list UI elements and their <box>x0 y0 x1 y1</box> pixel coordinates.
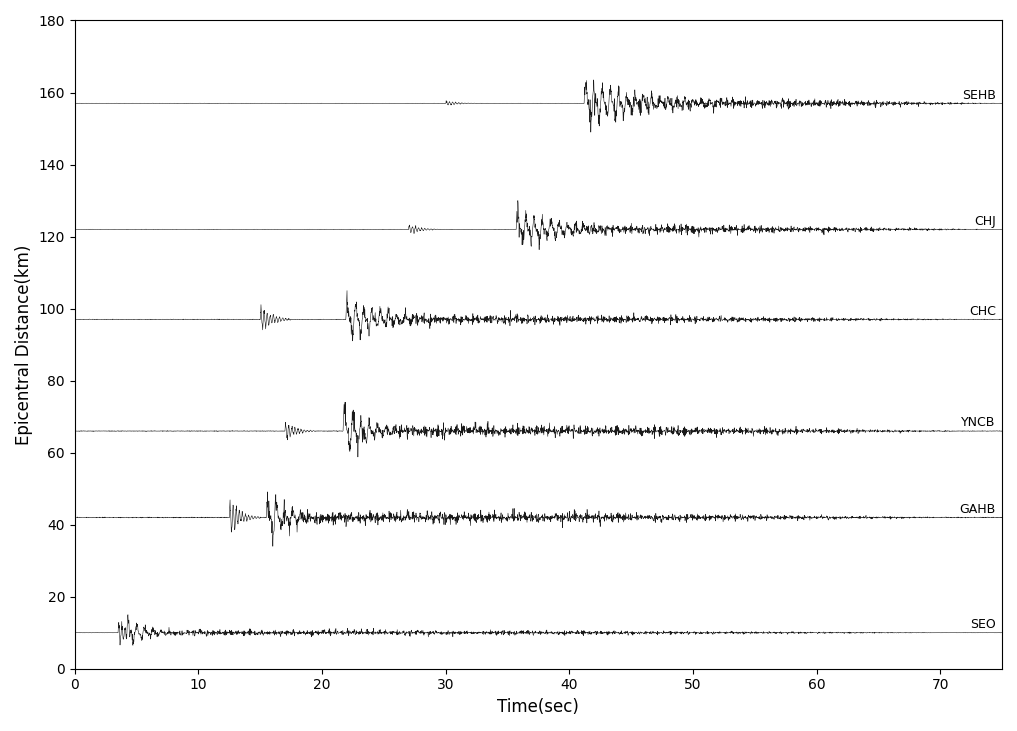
Text: SEO: SEO <box>970 618 996 631</box>
Text: GAHB: GAHB <box>960 503 996 515</box>
Text: CHJ: CHJ <box>974 215 996 227</box>
Text: CHC: CHC <box>969 305 996 317</box>
X-axis label: Time(sec): Time(sec) <box>497 698 580 716</box>
Text: SEHB: SEHB <box>962 88 996 102</box>
Y-axis label: Epicentral Distance(km): Epicentral Distance(km) <box>15 244 33 444</box>
Text: YNCB: YNCB <box>961 416 996 429</box>
